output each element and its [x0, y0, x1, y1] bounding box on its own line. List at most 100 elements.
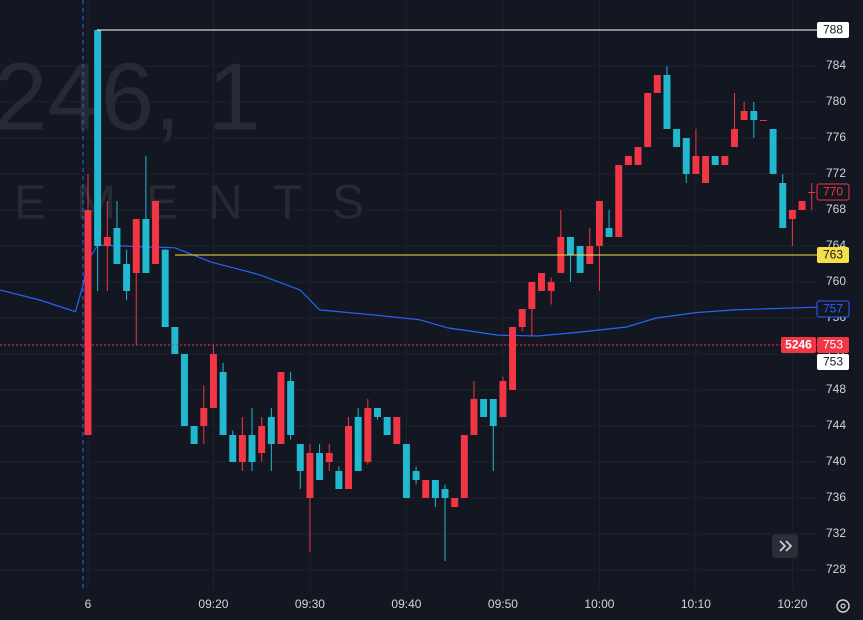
y-tick-label: 736	[826, 490, 846, 504]
candle-body	[576, 245, 584, 273]
candle-body	[547, 281, 555, 291]
candle-body	[731, 128, 738, 147]
y-tick-label: 740	[826, 454, 846, 468]
settings-button[interactable]	[836, 599, 850, 613]
candle-body	[209, 354, 217, 409]
candle-body	[248, 435, 256, 463]
settings-icon[interactable]	[836, 599, 850, 613]
candle-body	[644, 92, 652, 147]
candle-body	[277, 372, 285, 445]
candle-body	[460, 435, 468, 499]
candle-body	[325, 453, 333, 463]
candle-body	[721, 155, 729, 165]
y-tick-label: 732	[826, 526, 846, 540]
price-label-box	[817, 246, 849, 263]
candle-body	[267, 417, 275, 445]
candle-body	[335, 471, 343, 490]
price-label: 770	[823, 185, 843, 199]
candle-body	[402, 444, 410, 499]
x-tick-label: 09:30	[295, 597, 325, 611]
candle-body	[316, 453, 324, 481]
candle-body	[422, 480, 430, 499]
candle-body	[161, 249, 169, 327]
candle-body	[171, 326, 179, 354]
price-label-box	[817, 336, 849, 353]
candle-body	[354, 417, 362, 472]
candle-body	[499, 381, 507, 418]
x-tick-label: 10:00	[584, 597, 614, 611]
x-tick-label: 6	[85, 597, 92, 611]
price-label: 757	[823, 302, 843, 316]
candle-body	[306, 453, 314, 499]
candle-body	[538, 272, 545, 291]
y-tick-label: 776	[826, 130, 846, 144]
candle-body	[759, 119, 767, 121]
candle-body	[383, 417, 391, 436]
candle-body	[595, 200, 603, 246]
candle-body	[779, 182, 787, 228]
candle-body	[431, 480, 439, 499]
candle-body	[113, 227, 121, 264]
price-tag-box	[781, 336, 816, 353]
candle-body	[190, 426, 198, 445]
candle-body	[181, 354, 188, 427]
x-tick-label: 09:20	[198, 597, 228, 611]
price-label: 753	[823, 355, 843, 369]
candle-body	[798, 200, 806, 210]
x-tick-label: 09:40	[391, 597, 421, 611]
candle-body	[566, 236, 574, 255]
candle-body	[441, 489, 449, 499]
watermark-line2: EMENTS	[14, 177, 394, 230]
candle-body	[615, 164, 623, 237]
candle-body	[345, 426, 353, 490]
candle-body	[287, 381, 295, 436]
y-tick-label: 772	[826, 166, 846, 180]
candle-body	[123, 263, 131, 291]
scroll-icon[interactable]	[779, 540, 793, 552]
candle-body	[788, 209, 796, 219]
scroll-button[interactable]	[772, 534, 798, 558]
x-tick-label: 09:50	[488, 597, 518, 611]
candle-body	[702, 155, 710, 183]
candle-body	[152, 200, 160, 264]
y-tick-label: 784	[826, 58, 846, 72]
candle-body	[605, 227, 613, 237]
candle-body	[219, 372, 227, 436]
axes: 7287327367407447487527567607647687727767…	[85, 21, 850, 611]
candle-body	[132, 218, 140, 273]
candle-body	[769, 128, 777, 174]
candle-body	[238, 435, 246, 463]
watermark-line1: 246, 1	[0, 43, 261, 150]
candle-body	[692, 155, 700, 174]
candle-body	[480, 399, 488, 418]
candle-body	[103, 236, 111, 246]
candle-body	[740, 110, 748, 120]
candle-body	[528, 281, 536, 309]
candle-body	[296, 444, 304, 472]
price-tag: 5246	[785, 338, 812, 352]
candle-body	[94, 29, 102, 246]
candle-body	[750, 110, 758, 120]
candle-body	[711, 155, 719, 165]
price-label-box	[817, 353, 849, 370]
candle-body	[84, 209, 92, 436]
y-tick-label: 728	[826, 562, 846, 576]
settings-icon-core[interactable]	[840, 603, 846, 609]
price-label: 788	[823, 23, 843, 37]
candle-body	[200, 408, 208, 427]
x-tick-label: 10:10	[681, 597, 711, 611]
candle-body	[393, 417, 401, 445]
candle-body	[229, 435, 237, 463]
y-tick-label: 780	[826, 94, 846, 108]
candle-body	[412, 471, 420, 481]
price-label-box	[816, 183, 850, 201]
price-label: 763	[823, 248, 843, 262]
price-label: 753	[823, 338, 843, 352]
candle-body	[489, 399, 497, 427]
candle-body	[808, 191, 816, 193]
candle-body	[509, 326, 517, 391]
candle-body	[518, 308, 526, 327]
candle-body	[663, 74, 671, 129]
